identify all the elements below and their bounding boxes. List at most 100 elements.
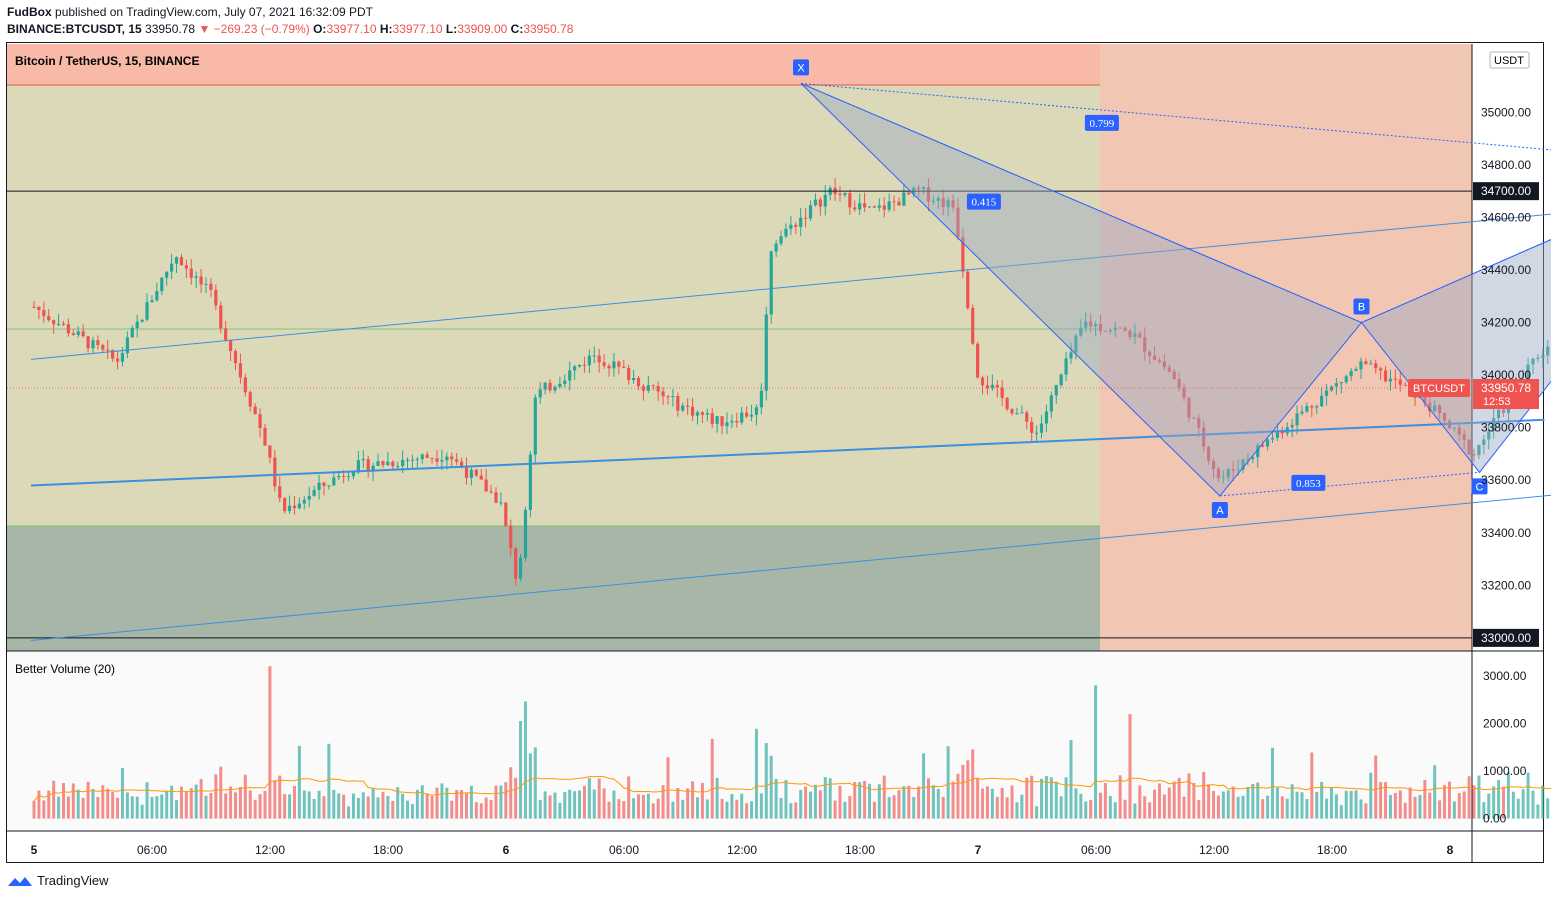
candle-body [140,319,144,322]
volume-bar [735,799,739,819]
volume-bar [892,795,896,819]
volume-bar [1467,776,1471,819]
candle-body [1290,425,1294,428]
volume-bar [66,796,70,819]
volume-bar [386,795,390,819]
pattern-point-label: C [1476,481,1484,493]
candle-body [577,364,582,367]
volume-bar [445,787,449,819]
time-tick-label: 18:00 [373,843,403,857]
candle-body [204,283,208,285]
volume-bar [848,795,852,819]
volume-bar [455,790,459,819]
candle-body [710,413,714,424]
candle-body [1197,418,1201,428]
candle-body [1329,386,1334,391]
volume-bar [926,778,930,819]
volume-bar [1384,782,1388,819]
candle-body [612,361,616,369]
volume-bar [622,801,626,819]
volume-bar [1280,796,1284,819]
low-label: L: [445,22,458,36]
volume-tick-label: 3000.00 [1483,669,1527,683]
volume-bar [1261,799,1265,819]
candle-body [415,459,419,461]
candle-body [956,207,960,238]
volume-bar [897,790,901,819]
volume-bar [297,745,301,819]
time-tick-label: 12:00 [255,843,285,857]
candle-body [990,384,994,389]
volume-bar [843,801,847,819]
volume-bar [263,790,267,819]
volume-bar [602,788,606,819]
candle-body [1438,405,1442,414]
candle-body [1359,361,1363,370]
volume-bar [238,786,242,819]
volume-bar [936,788,940,819]
candle-body [332,477,336,486]
time-tick-label: 8 [1447,843,1454,857]
volume-bar [587,778,591,819]
open-label: O: [313,22,327,36]
candle-body [740,412,744,423]
volume-bar [867,783,871,819]
time-tick-label: 06:00 [1081,843,1111,857]
candle-body [980,377,985,386]
currency-button[interactable] [1489,51,1530,69]
candle-body [199,276,203,285]
volume-bar [519,721,523,819]
volume-bar [1438,800,1442,819]
candle-body [976,343,980,378]
volume-bar [745,803,749,819]
ohlc-line: BINANCE:BTCUSDT, 15 33950.78 ▼ −269.23 (… [7,22,573,36]
volume-bar [135,796,139,819]
volume-bar [1084,801,1088,819]
candle-body [1034,432,1039,434]
candle-body [1084,321,1088,328]
volume-bar [1197,799,1201,819]
candle-body [966,271,970,309]
candle-body [892,201,896,203]
symbol-tag [1408,379,1470,398]
pattern-ratio-line [800,82,1362,323]
candle-body [1221,477,1225,479]
volume-bar [578,790,582,819]
price-tick-label: 33600.00 [1481,473,1531,487]
volume-bar [450,800,454,819]
candle-body [356,460,360,473]
candle-body [568,370,572,381]
candle-body [455,459,459,462]
volume-bar [769,755,773,819]
volume-bar [823,777,827,819]
volume-bar [887,797,891,819]
trend-line [31,213,1551,360]
candle-body [1295,413,1299,426]
volume-bar [474,802,478,819]
last-price-tag [1473,379,1539,410]
volume-bar [224,793,228,819]
candle-body [47,316,51,321]
volume-bar [1511,791,1515,819]
sell-zone [7,44,1100,85]
candle-body [1098,324,1103,331]
candle-body [263,427,267,446]
candle-body [1010,409,1014,414]
candle-body [1187,397,1191,418]
volume-bar [1443,785,1447,819]
candle-body [985,385,990,389]
candle-body [1477,444,1481,456]
candle-body [1487,431,1491,440]
candle-body [838,194,842,196]
candle-body [764,314,768,391]
volume-bar [96,796,100,819]
volume-bar [1020,794,1024,819]
volume-bar [415,789,419,819]
time-tick-label: 5 [31,843,38,857]
candle-body [867,206,872,208]
volume-bar [1497,780,1501,819]
volume-bar [170,785,174,819]
volume-bar [833,800,837,819]
pattern-point-label: B [1358,302,1365,314]
